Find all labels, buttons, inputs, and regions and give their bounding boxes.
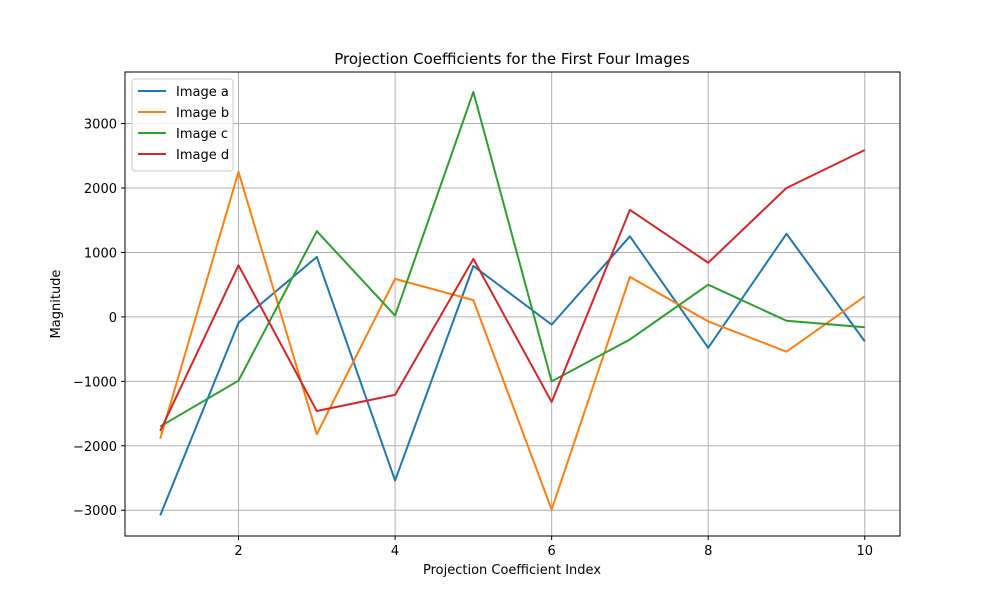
y-tick-label: −2000 xyxy=(73,440,117,455)
y-tick-label: 2000 xyxy=(84,182,117,197)
series-line-image-a xyxy=(159,232,866,516)
y-tick-label: −3000 xyxy=(73,504,117,519)
series-line-image-b xyxy=(159,170,866,511)
x-tick-label: 2 xyxy=(234,544,242,559)
legend-label: Image d xyxy=(176,148,229,163)
plot-frame xyxy=(124,71,901,537)
legend-label: Image a xyxy=(176,85,229,100)
x-tick-label: 10 xyxy=(856,544,873,559)
y-axis-label: Magnitude xyxy=(49,270,64,339)
legend-box xyxy=(131,78,234,172)
x-tick-label: 8 xyxy=(704,544,712,559)
x-tick-label: 4 xyxy=(391,544,399,559)
y-tick-label: 3000 xyxy=(84,118,117,133)
legend-label: Image c xyxy=(176,127,228,142)
series-line-image-c xyxy=(159,90,865,428)
y-tick-label: 1000 xyxy=(84,246,117,261)
grid xyxy=(125,72,900,536)
y-tick-label: −1000 xyxy=(73,375,117,390)
x-tick-label: 6 xyxy=(548,544,556,559)
y-tick-label: 0 xyxy=(109,311,117,326)
chart-title: Projection Coefficients for the First Fo… xyxy=(334,50,690,68)
x-axis-label: Projection Coefficient Index xyxy=(423,563,601,578)
legend-label: Image b xyxy=(176,106,229,121)
axis-ticks: 2 4 6 8 10 −3000 −2000 −1000 0 1000 2000 3000 xyxy=(73,118,873,559)
series-lines xyxy=(159,90,866,516)
legend: Image a Image b Image c Image d xyxy=(131,78,234,172)
series-line-image-d xyxy=(159,149,866,432)
